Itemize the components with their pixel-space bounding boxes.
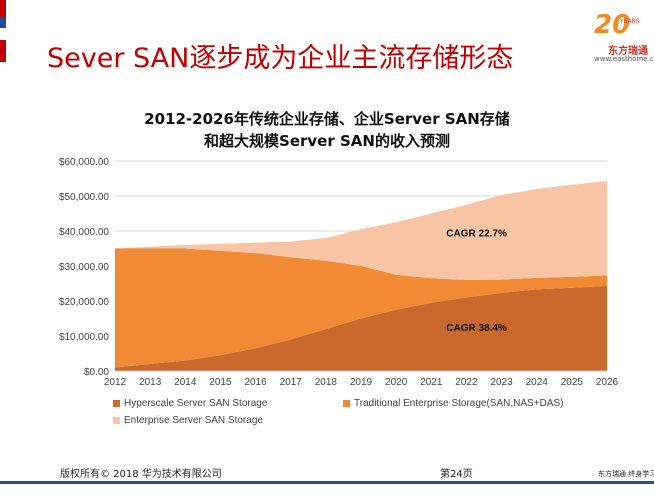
area-series-enterprise-server [115,180,607,280]
x-tick-label: 2024 [526,377,549,388]
logo-years-text: YEARS [620,18,640,25]
legend-item-traditional: Traditional Enterprise Storage(SAN,NAS+D… [343,398,563,409]
x-tick-label: 2018 [315,377,338,388]
footer-brand: 东方瑞通 终身学习 [598,470,654,478]
legend-item-enterprise-server: Enterprise Server SAN Storage [113,415,263,426]
y-tick-label: $60,000.00 [59,157,109,168]
y-tick-label: $30,000.00 [59,262,109,273]
chart-annotation: CAGR 22.7% [446,228,507,239]
legend-item-hyperscale: Hyperscale Server SAN Storage [113,398,267,409]
area-series-hyperscale [115,285,607,371]
chart-title-line1: 2012-2026年传统企业存储、企业Server SAN存储 [144,110,510,128]
legend-swatch-enterprise-server [113,416,120,424]
slide-accent-bar [0,0,6,18]
x-tick-label: 2021 [420,377,443,388]
stacked-area-chart: $0.00 $10,000.00 $20,000.00 $30,000.00 $40,0… [59,157,619,388]
x-tick-label: 2026 [596,377,619,388]
x-tick-label: 2014 [174,377,197,388]
slide-accent-bar-blue [0,18,6,28]
y-tick-label: $50,000.00 [59,192,109,203]
chart-annotation: CAGR 38.4% [446,323,507,334]
footer-divider [0,481,654,484]
x-tick-label: 2025 [561,377,584,388]
legend-label-traditional: Traditional Enterprise Storage(SAN,NAS+D… [354,398,564,409]
x-tick-label: 2016 [244,377,267,388]
area-series-traditional [115,248,607,368]
company-logo: 20 YEARS 东方瑞通 www.easthome.com [590,10,654,63]
x-tick-label: 2017 [280,377,303,388]
legend-label-enterprise-server: Enterprise Server SAN Storage [124,415,263,426]
x-tick-label: 2022 [455,377,478,388]
legend-label-hyperscale: Hyperscale Server SAN Storage [124,398,268,409]
y-tick-label: $20,000.00 [59,297,109,308]
y-tick-label: $0.00 [84,367,109,378]
y-tick-label: $10,000.00 [59,332,109,343]
title-accent-bar [0,40,6,62]
x-tick-label: 2015 [209,377,232,388]
x-tick-label: 2019 [350,377,373,388]
logo-name: 东方瑞通 [608,46,648,57]
x-tick-label: 2013 [139,377,162,388]
footer-page-number: 第24页 [440,469,473,480]
legend-swatch-hyperscale [113,399,120,407]
legend-swatch-traditional [343,399,350,407]
logo-anniversary-number: 20 [594,10,631,40]
chart-title-line2: 和超大规模Server SAN的收入预测 [204,132,450,150]
x-tick-label: 2023 [490,377,513,388]
slide-title: Sever SAN逐步成为企业主流存储形态 [47,43,514,74]
footer-copyright: 版权所有© 2018 华为技术有限公司 [60,469,222,480]
x-tick-label: 2020 [385,377,408,388]
x-tick-label: 2012 [104,377,127,388]
logo-url: www.easthome.com [594,55,654,63]
y-tick-label: $40,000.00 [59,227,109,238]
